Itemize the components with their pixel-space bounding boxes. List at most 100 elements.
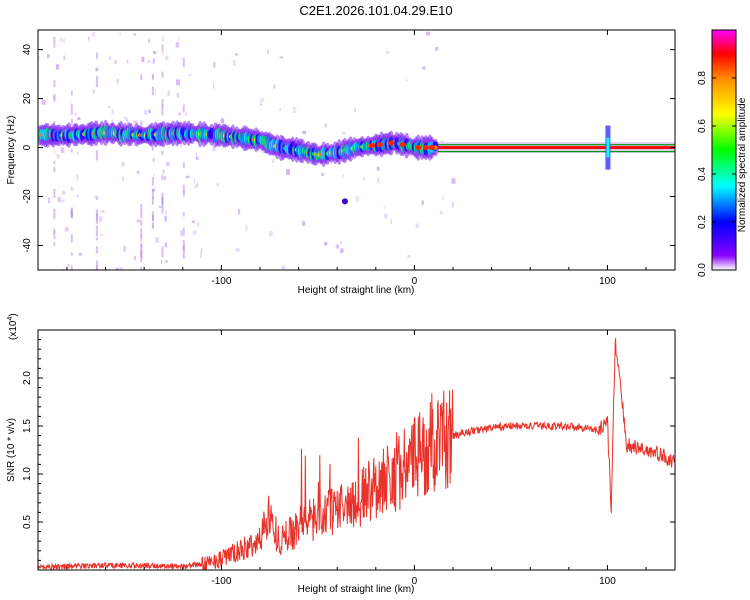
ridge-hotspot: [415, 145, 422, 151]
noise-speck: [60, 147, 65, 153]
snr-xlabel: Height of straight line (km): [298, 584, 415, 595]
colorbar-tick-label: 0.0: [697, 263, 708, 277]
noise-streak: [161, 99, 164, 107]
noise-speck: [362, 176, 365, 181]
snr-panel: -100 0 100 0.5 1.0 1.5 2.0 Height of straight …: [6, 313, 676, 595]
noise-speck: [77, 152, 79, 155]
snr-scale-multiplier: (x104): [7, 313, 19, 340]
noise-speck: [440, 210, 443, 215]
noise-speck: [435, 47, 439, 51]
noise-streak: [95, 52, 98, 59]
noise-speck: [343, 174, 345, 177]
snr-frame: [37, 329, 676, 571]
ridge-hotspot: [388, 140, 395, 146]
noise-speck: [119, 32, 121, 36]
ridge-hotspot: [368, 143, 375, 149]
noise-speck: [200, 248, 203, 254]
noise-streak: [95, 75, 98, 81]
noise-streak: [70, 234, 73, 243]
colorbar-tick-label: 0.6: [697, 119, 708, 133]
noise-streak: [53, 228, 56, 234]
noise-streak: [182, 248, 185, 259]
snr-ytick-label: 0.5: [22, 515, 33, 529]
noise-speck: [101, 210, 105, 213]
noise-speck: [161, 51, 164, 56]
noise-speck: [116, 267, 119, 270]
noise-streak: [95, 80, 98, 88]
noise-streak: [53, 167, 56, 172]
noise-streak: [95, 213, 98, 224]
noise-speck: [41, 99, 46, 105]
noise-speck: [188, 74, 192, 76]
noise-speck: [144, 110, 148, 115]
noise-speck: [78, 252, 82, 256]
noise-speck: [123, 245, 126, 252]
noise-speck: [155, 237, 159, 243]
noise-speck: [93, 89, 95, 94]
noise-streak: [53, 208, 56, 219]
colorbar-tick-label: 0.2: [697, 215, 708, 229]
noise-streak: [70, 207, 73, 215]
noise-speck: [415, 223, 419, 228]
noise-speck: [195, 152, 198, 159]
snr-xtick-label: 0: [412, 576, 418, 587]
snr-scale-exponent: 4: [7, 317, 14, 321]
noise-streak: [151, 225, 154, 230]
signal-band-edge-bottom: [437, 150, 675, 153]
noise-speck: [426, 31, 430, 36]
noise-speck: [91, 32, 96, 38]
noise-speck: [148, 38, 151, 44]
noise-speck: [452, 201, 454, 208]
noise-speck: [164, 215, 167, 222]
noise-speck: [153, 51, 157, 54]
noise-speck: [180, 143, 184, 147]
noise-streak: [151, 147, 154, 151]
noise-speck: [113, 60, 117, 65]
noise-speck: [152, 157, 155, 163]
signal-band-core: [437, 146, 675, 150]
noise-streak: [140, 253, 143, 263]
spectrogram-ytick-label: 0: [22, 144, 33, 150]
noise-speck: [152, 58, 155, 64]
noise-speck: [213, 61, 216, 68]
noise-speck: [111, 119, 114, 126]
spectrogram-ytick-label: 20: [22, 93, 33, 105]
noise-speck: [451, 178, 456, 184]
noise-speck: [122, 176, 124, 181]
spectrogram-content: [38, 31, 675, 270]
noise-speck: [386, 51, 389, 54]
noise-speck: [355, 195, 359, 202]
snr-xtick-label: 100: [599, 576, 616, 587]
noise-streak: [182, 212, 185, 217]
noise-streak: [53, 36, 56, 48]
snr-scale-close: ): [8, 313, 19, 316]
noise-speck: [268, 231, 273, 237]
noise-speck: [442, 195, 444, 200]
noise-streak: [151, 222, 154, 227]
noise-streak: [161, 104, 164, 109]
noise-speck: [133, 120, 138, 124]
noise-speck: [134, 255, 136, 261]
noise-speck: [376, 166, 380, 171]
noise-speck: [56, 154, 60, 159]
noise-speck: [175, 41, 180, 48]
noise-speck: [279, 108, 281, 111]
noise-speck: [154, 89, 156, 95]
signal-band-edge-top: [437, 144, 675, 146]
noise-streak: [95, 150, 98, 161]
noise-streak: [140, 120, 143, 126]
spectrogram-frame: [37, 29, 676, 271]
noise-speck: [126, 59, 129, 64]
noise-speck: [286, 169, 290, 176]
noise-speck: [124, 116, 128, 120]
noise-streak: [161, 44, 164, 51]
noise-speck: [148, 109, 151, 114]
noise-speck: [63, 38, 65, 43]
noise-speck: [67, 263, 70, 267]
noise-speck: [88, 36, 90, 41]
colorbar-tick-label: 0.4: [697, 167, 708, 181]
ridge-hotspot: [376, 142, 383, 148]
noise-streak: [53, 80, 56, 88]
noise-speck: [111, 109, 114, 115]
noise-speck: [196, 182, 199, 188]
